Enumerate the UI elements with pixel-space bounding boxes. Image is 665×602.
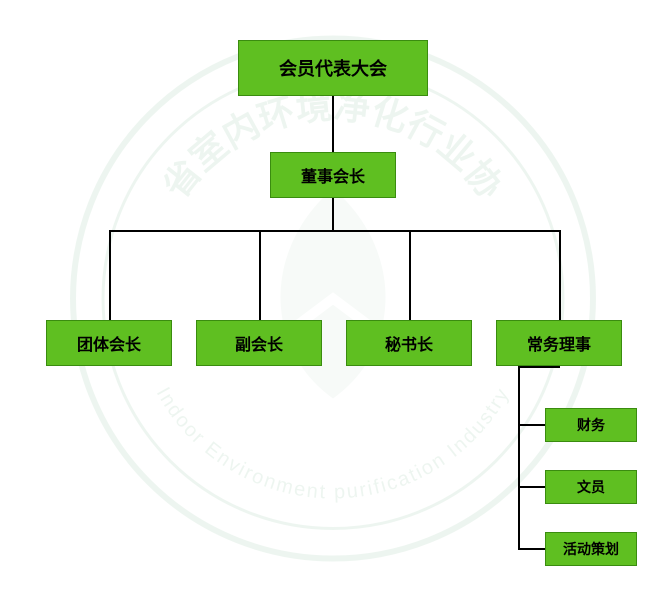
org-chart: 会员代表大会 董事会长 团体会长 副会长 秘书长 常务理事 财务 文员 活动策划 xyxy=(0,0,665,602)
node-standing-director: 常务理事 xyxy=(496,320,622,366)
node-group-president: 团体会长 xyxy=(46,320,172,366)
edge-elbow-c2 xyxy=(518,486,545,488)
node-event-planning: 活动策划 xyxy=(545,532,637,566)
node-chairman: 董事会长 xyxy=(270,152,396,198)
node-finance: 财务 xyxy=(545,408,637,442)
node-b3-label: 秘书长 xyxy=(385,331,433,355)
edge-elbow-c3 xyxy=(518,548,545,550)
node-b2-label: 副会长 xyxy=(235,331,283,355)
edge-drop-b2 xyxy=(259,230,261,320)
node-b4-label: 常务理事 xyxy=(527,331,591,355)
edge-elbow-c1 xyxy=(518,424,545,426)
edge-chairman-down xyxy=(332,198,334,230)
edge-b4-to-trunk-h xyxy=(518,366,560,368)
edge-drop-b1 xyxy=(109,230,111,320)
node-clerk: 文员 xyxy=(545,470,637,504)
node-c1-label: 财务 xyxy=(577,415,605,435)
node-chairman-label: 董事会长 xyxy=(301,163,365,187)
node-c2-label: 文员 xyxy=(577,477,605,497)
edge-drop-b3 xyxy=(409,230,411,320)
node-root: 会员代表大会 xyxy=(238,40,428,96)
node-b1-label: 团体会长 xyxy=(77,331,141,355)
node-vice-president: 副会长 xyxy=(196,320,322,366)
node-c3-label: 活动策划 xyxy=(563,539,619,559)
edge-drop-b4 xyxy=(559,230,561,320)
node-secretary-general: 秘书长 xyxy=(346,320,472,366)
edge-root-chairman xyxy=(332,96,334,152)
edge-b4-trunk xyxy=(518,366,520,549)
edge-bus xyxy=(109,230,559,232)
node-root-label: 会员代表大会 xyxy=(279,55,387,81)
